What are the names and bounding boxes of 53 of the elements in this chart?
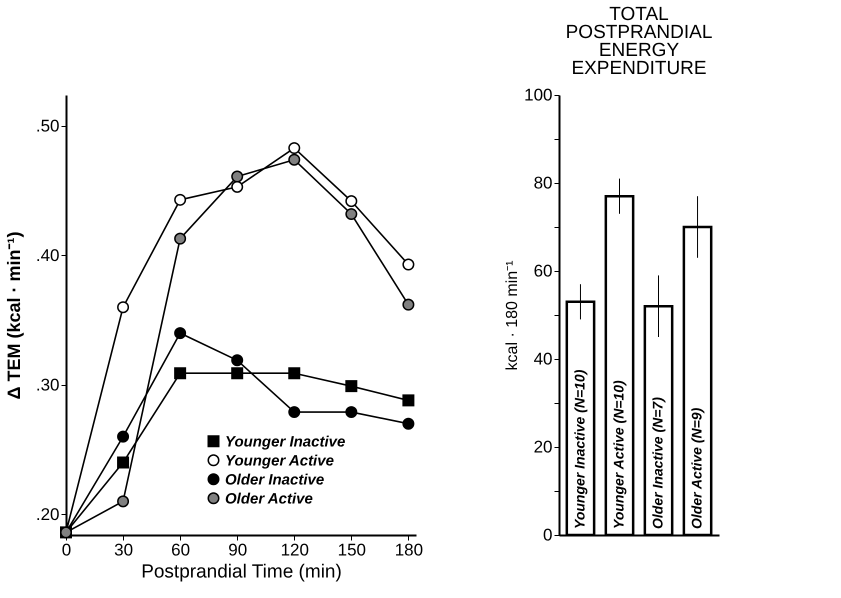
point [174,367,186,380]
point [402,394,414,406]
x-tick-label: 0 [62,540,72,560]
y-axis-title: Δ TEM (kcal · min⁻¹) [4,232,24,400]
x-tick-label: 180 [394,540,424,560]
point [117,301,130,314]
y-tick-label: 40 [534,350,552,368]
x-tick-label: 30 [114,540,134,560]
x-tick-label: 150 [338,540,366,560]
point [288,406,300,418]
point [402,258,414,271]
point [174,194,186,206]
y-tick-label: 80 [534,174,552,192]
point [231,170,244,183]
point [231,354,244,366]
point [345,406,358,418]
y-tick-label: 60 [534,262,552,280]
y-tick-label: .50 [36,116,60,136]
point [231,367,244,380]
x-tick-label: 120 [280,540,309,560]
point [288,367,300,380]
y-tick-label: 0 [543,526,552,544]
x-tick-label: Younger Inactive (N=10) [571,369,588,529]
point [117,495,130,508]
point [288,142,300,154]
y-tick-label: 100 [524,86,552,104]
point [345,195,358,208]
y-tick-label: .30 [36,375,60,394]
y-tick-label: .40 [36,246,60,265]
x-tick-label: Older Active (N=9) [688,407,705,529]
point [345,380,358,392]
legend-label: Older Active [225,490,313,508]
chart-title: TOTAL POSTPRANDIAL ENERGY EXPENDITURE [566,4,712,79]
point [231,180,244,193]
point [117,456,130,469]
legend-label: Older Inactive [225,471,324,488]
point [402,418,414,430]
x-tick-label: Younger Active (N=10) [610,380,626,529]
y-axis-title: kcal · 180 min⁻¹ [504,260,522,370]
point [174,327,186,340]
x-tick-label: 60 [171,540,190,560]
point [117,430,130,443]
x-tick-label: 90 [228,540,248,560]
point [288,154,300,166]
legend-label: Younger Inactive [225,433,346,450]
point [174,232,186,245]
point [345,208,358,220]
y-tick-label: .20 [36,504,60,524]
x-tick-label: Older Inactive (N=7) [650,396,666,529]
x-axis-title: Postprandial Time (min) [141,562,342,582]
legend-label: Younger Active [225,452,334,470]
point [402,298,414,311]
y-tick-label: 20 [534,438,552,456]
